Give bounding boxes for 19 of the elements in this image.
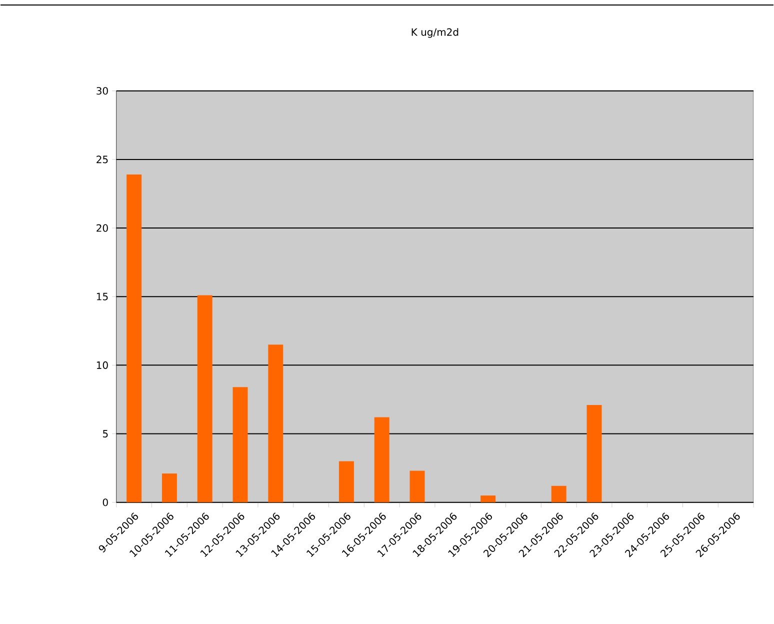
y-tick-label: 10 <box>96 361 108 369</box>
bar <box>126 174 142 502</box>
y-tick-label: 0 <box>102 498 108 506</box>
y-tick-label: 5 <box>102 430 108 438</box>
y-tick-label: 25 <box>96 156 108 164</box>
bar <box>197 295 212 502</box>
bar <box>162 473 177 502</box>
bar <box>551 486 566 502</box>
bar <box>374 417 390 502</box>
bar <box>586 404 602 502</box>
y-tick-label: 15 <box>96 292 108 300</box>
bar <box>232 387 248 502</box>
bar <box>268 344 284 502</box>
y-tick-label: 30 <box>96 86 108 95</box>
chart-title: K ug/m2d <box>412 28 458 38</box>
y-tick-label: 20 <box>96 224 108 232</box>
bar <box>338 461 354 502</box>
bar <box>480 495 496 502</box>
bar <box>410 470 425 502</box>
